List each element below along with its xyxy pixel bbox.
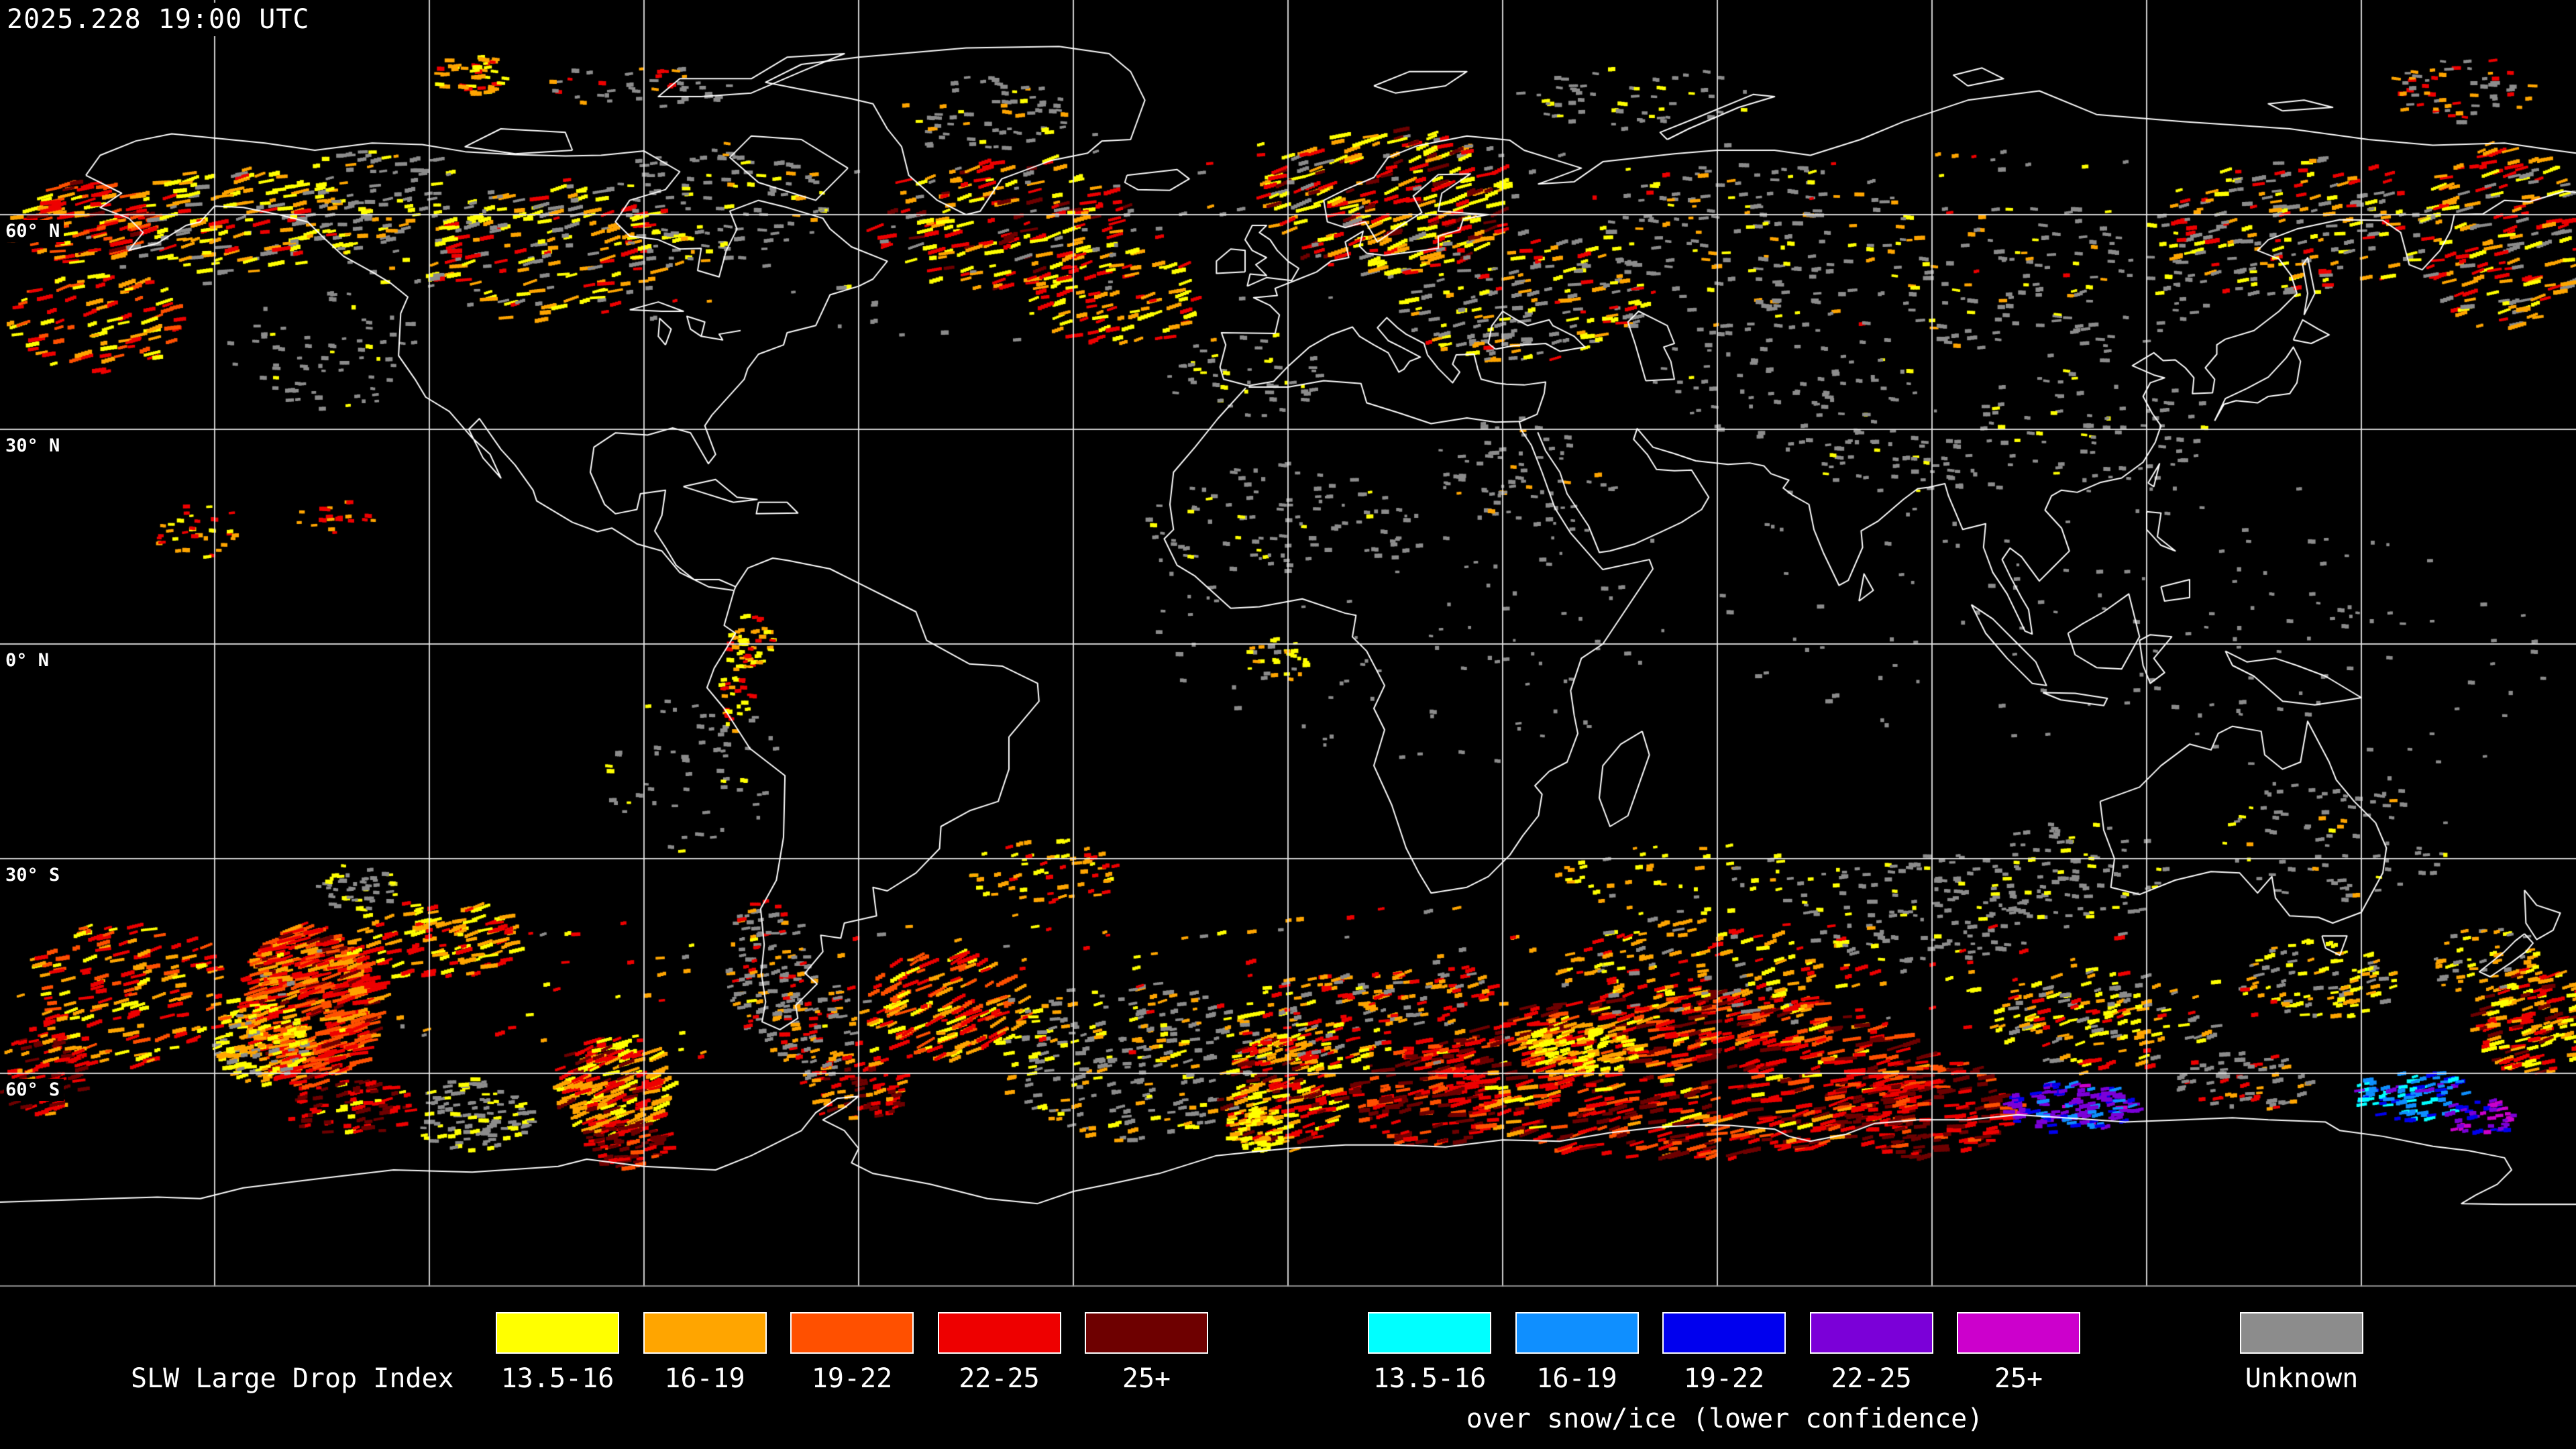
latitude-label: 60° N (4, 220, 64, 242)
latitude-label: 0° N (4, 649, 54, 672)
timestamp: 2025.228 19:00 UTC (5, 3, 315, 36)
latitude-label: 30° S (4, 864, 64, 886)
latitude-label: 30° N (4, 435, 64, 457)
latitude-label: 60° S (4, 1079, 64, 1101)
